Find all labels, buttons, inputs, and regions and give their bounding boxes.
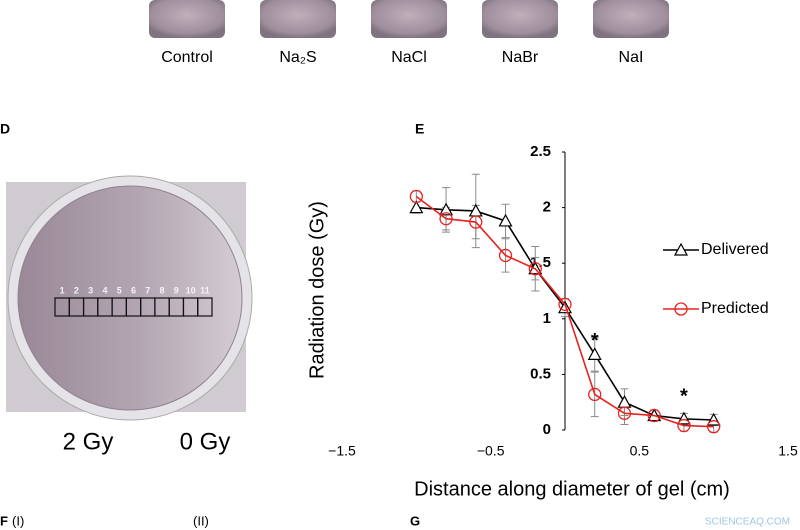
annotation: *	[680, 385, 688, 407]
cell-number: 3	[88, 285, 93, 295]
cell-number: 10	[186, 285, 196, 295]
data-point	[409, 189, 423, 204]
data-point	[677, 418, 691, 433]
x-axis-title: Distance along diameter of gel (cm)	[414, 478, 730, 500]
cell-number: 5	[117, 285, 122, 295]
x-tick-label: −1.5	[328, 443, 356, 459]
cell-number: 4	[102, 285, 107, 295]
y-tick-label: 0.5	[530, 365, 551, 382]
data-point	[498, 213, 513, 227]
panel-label: G	[410, 513, 420, 528]
data-point	[617, 406, 632, 420]
data-point	[498, 248, 513, 263]
data-point	[439, 202, 454, 216]
watermark: SCIENCEAQ.COM	[705, 517, 790, 528]
panel-label: F	[0, 513, 8, 528]
x-tick-label: −0.5	[477, 443, 505, 459]
sample-label: NaI	[619, 49, 644, 66]
y-tick-label: 2	[543, 199, 551, 216]
data-point	[706, 412, 721, 426]
x-tick-label: 0.5	[630, 443, 650, 459]
data-point	[617, 394, 632, 408]
legend-label: Predicted	[701, 300, 769, 317]
dish-photo	[593, 0, 669, 38]
data-point	[647, 408, 661, 423]
annotation: *	[591, 330, 599, 352]
sample-label: Na₂S	[279, 49, 316, 66]
data-point	[558, 297, 572, 311]
data-point	[587, 347, 602, 360]
panel-sublabel: (I)	[12, 513, 24, 528]
dish-photo	[260, 0, 336, 38]
cell-number: 8	[160, 285, 165, 295]
cell-grid: 1 2 3 4 5 6 7 8 9 10 11	[54, 285, 213, 317]
panel-label: D	[0, 121, 10, 137]
legend-marker	[673, 242, 689, 256]
data-point	[707, 420, 721, 434]
legend-label: Delivered	[701, 241, 769, 258]
data-point	[676, 411, 691, 425]
sample-label: NaCl	[391, 49, 427, 66]
data-point	[528, 262, 542, 276]
dish-photo	[149, 0, 225, 38]
y-tick-label: 2.5	[530, 143, 551, 160]
cell-number: 2	[74, 285, 79, 295]
y-axis-title: Radiation dose (Gy)	[306, 201, 328, 379]
cell-number: 11	[200, 285, 210, 295]
panel-sublabel: (II)	[193, 513, 209, 528]
sample-label: Control	[161, 49, 213, 66]
panel-label: E	[415, 121, 424, 137]
sample-label: NaBr	[502, 49, 539, 66]
dose-label: 0 Gy	[180, 428, 231, 455]
cell	[197, 297, 213, 317]
dose-label: 2 Gy	[63, 428, 114, 455]
data-point	[469, 215, 483, 229]
x-tick-label: 1.5	[778, 443, 798, 459]
y-tick-label: 1	[543, 310, 551, 327]
cell-number: 1	[60, 285, 65, 295]
y-tick-label: 0	[543, 421, 551, 438]
dish-photo	[482, 0, 558, 38]
dish-photo	[371, 0, 447, 38]
data-point	[588, 387, 602, 402]
cell-number: 6	[131, 285, 136, 295]
chart: 00.511.522.5−1.5 −0.5 0.5 1.5DeliveredPredi…	[328, 143, 798, 459]
legend-marker	[674, 302, 688, 316]
data-point	[439, 212, 453, 226]
top-row: Control Na₂S NaCl NaBr NaI	[149, 0, 669, 66]
series-line	[415, 195, 714, 428]
cell-number: 9	[174, 285, 179, 295]
cell-number: 7	[145, 285, 150, 295]
data-point	[409, 200, 424, 214]
